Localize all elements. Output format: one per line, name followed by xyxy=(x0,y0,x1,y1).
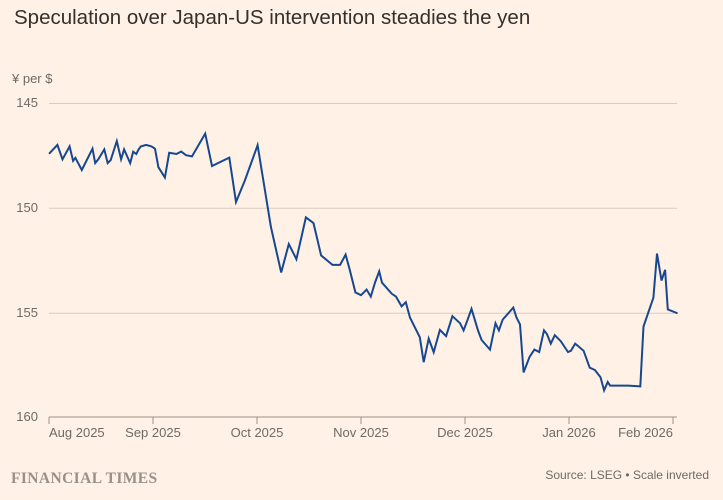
svg-text:145: 145 xyxy=(16,95,38,110)
svg-text:Oct 2025: Oct 2025 xyxy=(231,425,284,440)
svg-text:Sep 2025: Sep 2025 xyxy=(125,425,181,440)
svg-text:Jan 2026: Jan 2026 xyxy=(542,425,596,440)
svg-text:Feb 2026: Feb 2026 xyxy=(618,425,673,440)
svg-text:155: 155 xyxy=(16,305,38,320)
svg-text:160: 160 xyxy=(16,409,38,424)
svg-text:Nov 2025: Nov 2025 xyxy=(333,425,389,440)
svg-text:Aug 2025: Aug 2025 xyxy=(49,425,105,440)
svg-text:150: 150 xyxy=(16,200,38,215)
svg-text:Dec 2025: Dec 2025 xyxy=(437,425,493,440)
